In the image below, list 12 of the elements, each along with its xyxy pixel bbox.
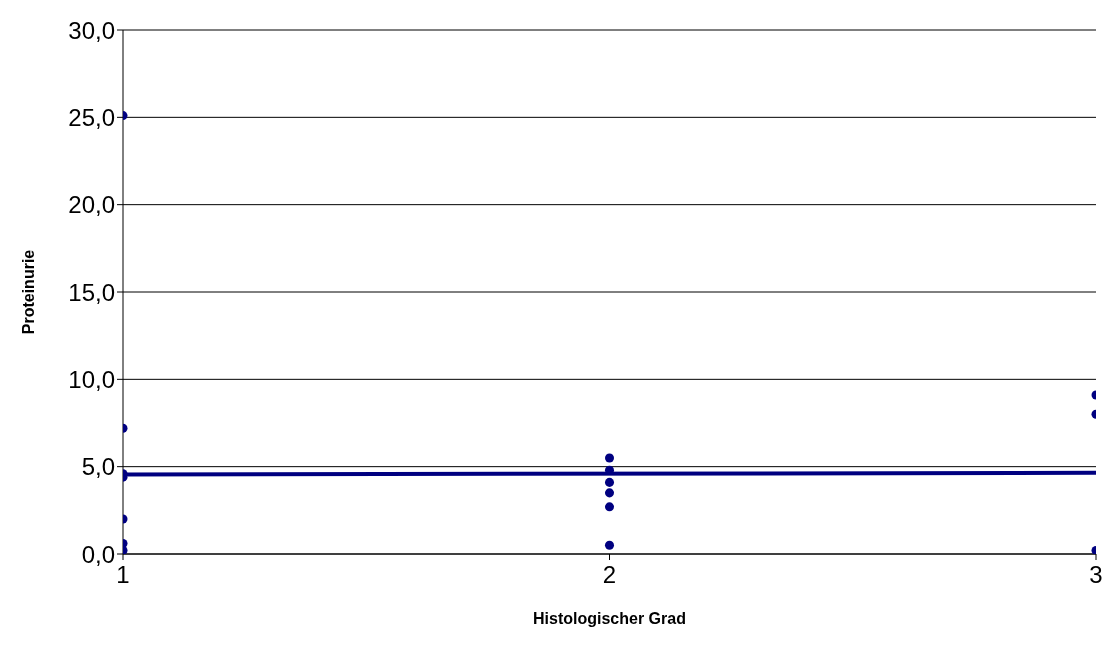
x-tick-label: 1 [116, 561, 130, 589]
y-tick-label: 15,0 [68, 278, 115, 306]
y-tick-label: 20,0 [68, 191, 115, 219]
y-tick-label: 30,0 [68, 16, 115, 44]
x-axis-title: Histologischer Grad [533, 610, 686, 627]
y-tick-label: 10,0 [68, 365, 115, 393]
y-tick-label: 5,0 [81, 453, 115, 481]
y-tick-label: 25,0 [68, 103, 115, 131]
x-tick-label: 2 [602, 561, 617, 589]
y-axis-title: Proteinurie [19, 249, 37, 335]
x-tick-label: 3 [1089, 561, 1103, 589]
y-tick-label: 0,0 [81, 540, 115, 568]
